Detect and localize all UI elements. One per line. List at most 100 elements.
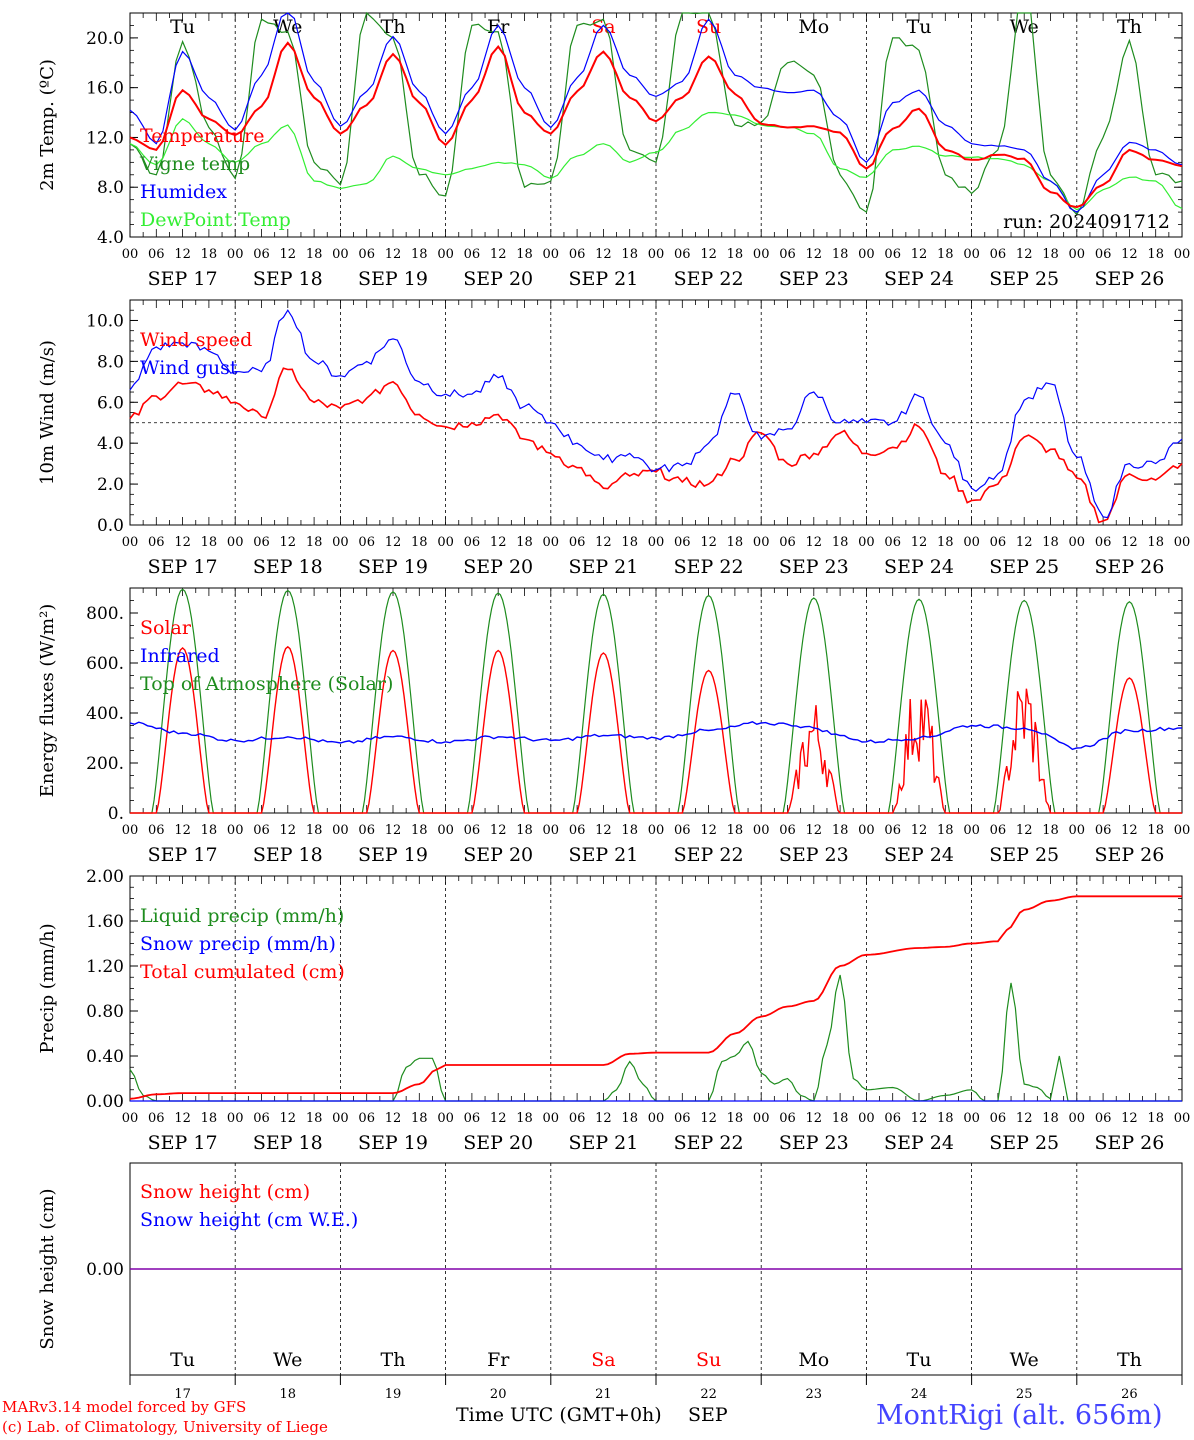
y-tick-label: 4.0 bbox=[97, 434, 124, 454]
hour-label: 18 bbox=[1042, 823, 1059, 838]
legend-entry: Liquid precip (mm/h) bbox=[140, 905, 344, 927]
hour-label: 00 bbox=[963, 823, 980, 838]
y-tick-label: 400. bbox=[86, 704, 124, 724]
hour-label: 06 bbox=[884, 1111, 901, 1126]
y-tick-label: 600. bbox=[86, 654, 124, 674]
hour-label: 00 bbox=[963, 535, 980, 550]
hour-label: 18 bbox=[306, 247, 323, 262]
legend-entry: Snow height (cm W.E.) bbox=[140, 1209, 358, 1231]
hour-label: 12 bbox=[595, 535, 612, 550]
date-label: SEP 25 bbox=[989, 268, 1059, 290]
hour-label: 00 bbox=[122, 247, 139, 262]
date-label: SEP 22 bbox=[674, 268, 744, 290]
hour-label: 00 bbox=[753, 247, 770, 262]
y-tick-label: 6.0 bbox=[97, 393, 124, 413]
hour-label: 12 bbox=[385, 247, 402, 262]
hour-label: 06 bbox=[884, 823, 901, 838]
date-label: SEP 20 bbox=[463, 556, 533, 578]
station-title: MontRigi (alt. 656m) bbox=[876, 1400, 1163, 1431]
day-number-label: 17 bbox=[174, 1387, 191, 1402]
day-number-label: 21 bbox=[595, 1387, 612, 1402]
date-label: SEP 19 bbox=[358, 268, 428, 290]
series-line-solar bbox=[130, 645, 1182, 814]
date-label: SEP 20 bbox=[463, 268, 533, 290]
hour-label: 18 bbox=[937, 535, 954, 550]
hour-label: 18 bbox=[937, 823, 954, 838]
hour-label: 18 bbox=[621, 823, 638, 838]
date-label: SEP 18 bbox=[253, 556, 323, 578]
hour-label: 12 bbox=[1121, 535, 1138, 550]
hour-label: 00 bbox=[543, 1111, 560, 1126]
hour-label: 12 bbox=[174, 535, 191, 550]
hour-label: 12 bbox=[595, 823, 612, 838]
day-of-week-label: Th bbox=[381, 1349, 406, 1371]
date-label: SEP 20 bbox=[463, 844, 533, 866]
lab-credit: (c) Lab. of Climatology, University of L… bbox=[2, 1418, 328, 1436]
legend-entry: Total cumulated (cm) bbox=[140, 961, 345, 983]
hour-label: 00 bbox=[227, 823, 244, 838]
hour-label: 18 bbox=[201, 247, 218, 262]
hour-label: 12 bbox=[700, 823, 717, 838]
day-of-week-label: Tu bbox=[907, 16, 932, 38]
day-number-label: 19 bbox=[385, 1387, 402, 1402]
date-label: SEP 25 bbox=[989, 1132, 1059, 1154]
series-line-wind-speed bbox=[129, 367, 1183, 524]
hour-label: 00 bbox=[543, 823, 560, 838]
hour-label: 06 bbox=[569, 247, 586, 262]
hour-label: 18 bbox=[832, 247, 849, 262]
day-number-label: 22 bbox=[700, 1387, 717, 1402]
hour-label: 12 bbox=[700, 1111, 717, 1126]
hour-label: 18 bbox=[1147, 247, 1164, 262]
model-credit: MARv3.14 model forced by GFS bbox=[2, 1398, 247, 1416]
hour-label: 12 bbox=[806, 247, 823, 262]
hour-label: 12 bbox=[385, 823, 402, 838]
y-tick-label: 1.20 bbox=[86, 957, 124, 977]
hour-label: 18 bbox=[937, 1111, 954, 1126]
y-tick-label: 0.0 bbox=[97, 516, 124, 536]
hour-label: 06 bbox=[990, 1111, 1007, 1126]
hour-label: 00 bbox=[543, 247, 560, 262]
hour-label: 18 bbox=[411, 247, 428, 262]
hour-label: 12 bbox=[490, 247, 507, 262]
date-label: SEP 23 bbox=[779, 268, 849, 290]
hour-label: 18 bbox=[621, 1111, 638, 1126]
hour-label: 12 bbox=[280, 247, 297, 262]
hour-label: 06 bbox=[990, 247, 1007, 262]
date-label: SEP 21 bbox=[568, 1132, 638, 1154]
hour-label: 18 bbox=[727, 823, 744, 838]
date-label: SEP 17 bbox=[148, 556, 218, 578]
y-axis-label: Energy fluxes (W/m²) bbox=[37, 604, 58, 798]
y-tick-label: 16.0 bbox=[86, 79, 124, 99]
hour-label: 18 bbox=[832, 535, 849, 550]
hour-label: 00 bbox=[543, 535, 560, 550]
hour-label: 06 bbox=[674, 823, 691, 838]
hour-label: 06 bbox=[148, 247, 165, 262]
legend-entry: Top of Atmosphere (Solar) bbox=[140, 673, 393, 695]
y-tick-label: 20.0 bbox=[86, 29, 124, 49]
hour-label: 06 bbox=[779, 535, 796, 550]
date-label: SEP 19 bbox=[358, 844, 428, 866]
hour-label: 18 bbox=[727, 247, 744, 262]
date-label: SEP 26 bbox=[1094, 268, 1164, 290]
hour-label: 00 bbox=[753, 535, 770, 550]
y-axis-label: Snow height (cm) bbox=[37, 1188, 58, 1349]
plot-frame bbox=[129, 299, 1183, 526]
hour-label: 18 bbox=[832, 823, 849, 838]
hour-label: 06 bbox=[990, 535, 1007, 550]
hour-label: 06 bbox=[674, 535, 691, 550]
hour-label: 06 bbox=[148, 535, 165, 550]
y-tick-label: 2.00 bbox=[86, 867, 124, 887]
series-line-humidex bbox=[129, 12, 1183, 213]
y-tick-label: 200. bbox=[86, 754, 124, 774]
hour-label: 12 bbox=[1016, 1111, 1033, 1126]
day-of-week-label: Th bbox=[1117, 1349, 1142, 1371]
hour-label: 00 bbox=[332, 823, 349, 838]
hour-label: 12 bbox=[700, 247, 717, 262]
series-line-toa-solar bbox=[130, 588, 1182, 814]
hour-label: 12 bbox=[1016, 535, 1033, 550]
hour-label: 00 bbox=[1069, 823, 1086, 838]
day-of-week-label: Tu bbox=[170, 1349, 195, 1371]
hour-label: 18 bbox=[832, 1111, 849, 1126]
hour-label: 18 bbox=[516, 823, 533, 838]
